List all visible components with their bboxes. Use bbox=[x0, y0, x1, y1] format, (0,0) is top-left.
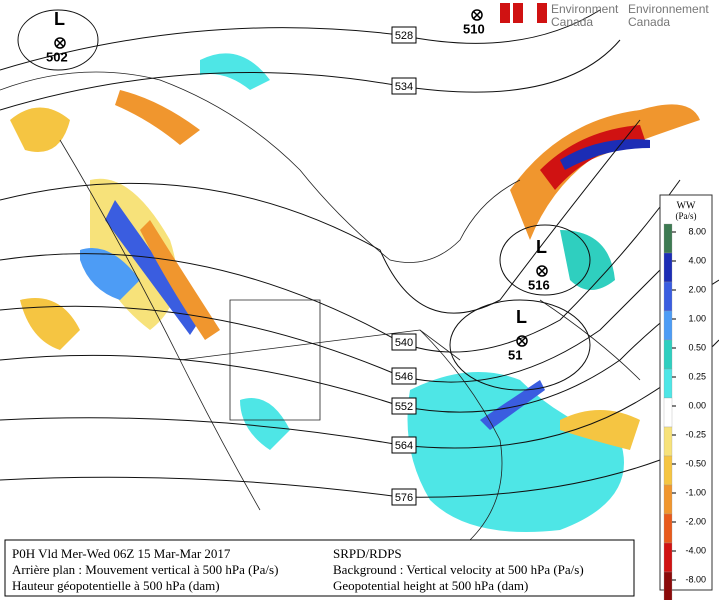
low-center-cross bbox=[517, 336, 527, 346]
legend-label: 0.25 bbox=[688, 371, 706, 381]
low-center bbox=[471, 9, 483, 21]
footer-text: Hauteur géopotentielle à 500 hPa (dam) bbox=[12, 578, 220, 593]
contour-label-box bbox=[391, 436, 417, 454]
contour-label-box bbox=[391, 397, 417, 415]
legend-label: 0.50 bbox=[688, 342, 706, 352]
legend-label: 0.00 bbox=[688, 400, 706, 410]
contour-label: 528 bbox=[395, 30, 413, 42]
footer-text: Background : Vertical velocity at 500 hP… bbox=[333, 562, 584, 577]
logo-text: Environment bbox=[551, 2, 619, 16]
legend: WW (Pa/s) 8.00 4.00 2.00 1.00 0.50 0.25 0.00 -0… bbox=[659, 194, 713, 600]
contour-label-box bbox=[391, 333, 417, 351]
low-label: 510 bbox=[463, 21, 485, 36]
logo-text: Canada bbox=[551, 15, 593, 29]
logo-text: Canada bbox=[628, 15, 670, 29]
low-symbol: L bbox=[471, 0, 482, 1]
legend-swatch bbox=[663, 397, 673, 428]
legend-swatch bbox=[663, 542, 673, 573]
low-label: 502 bbox=[46, 49, 68, 64]
contour-label: 564 bbox=[395, 440, 413, 452]
low-symbol: L bbox=[54, 9, 65, 29]
height-contours bbox=[0, 9, 719, 498]
legend-unit: (Pa/s) bbox=[676, 211, 697, 221]
footer-text: Arrière plan : Mouvement vertical à 500 … bbox=[12, 562, 278, 577]
legend-label: 2.00 bbox=[688, 284, 706, 294]
footer-text: P0H Vld Mer-Wed 06Z 15 Mar-Mar 2017 bbox=[12, 546, 231, 561]
contour-label-box bbox=[391, 26, 417, 44]
legend-label: -1.00 bbox=[685, 487, 706, 497]
legend-label: -8.00 bbox=[685, 574, 706, 584]
low-center-cross bbox=[472, 10, 482, 20]
legend-label: -4.00 bbox=[685, 545, 706, 555]
low-center bbox=[516, 335, 528, 347]
low-label: 51 bbox=[508, 347, 522, 362]
logo: Environment Canada Environnement Canada bbox=[500, 2, 709, 29]
footer: P0H Vld Mer-Wed 06Z 15 Mar-Mar 2017 Arri… bbox=[4, 539, 635, 597]
legend-swatch bbox=[663, 310, 673, 341]
legend-swatch bbox=[663, 281, 673, 312]
legend-label: -0.25 bbox=[685, 429, 706, 439]
legend-label: -0.50 bbox=[685, 458, 706, 468]
contour-label: 540 bbox=[395, 337, 413, 349]
low-center bbox=[536, 265, 548, 277]
legend-title: WW bbox=[677, 200, 696, 211]
contour-label: 546 bbox=[395, 371, 413, 383]
contour-label-box bbox=[391, 77, 417, 95]
contour-label: 534 bbox=[395, 81, 413, 93]
contour-label-box bbox=[391, 367, 417, 385]
legend-label: -2.00 bbox=[685, 516, 706, 526]
contour-label: 552 bbox=[395, 401, 413, 413]
logo-text: Environnement bbox=[628, 2, 709, 16]
legend-swatch bbox=[663, 252, 673, 283]
legend-swatch bbox=[663, 513, 673, 544]
low-label: 516 bbox=[528, 277, 550, 292]
footer-text: Geopotential height at 500 hPa (dam) bbox=[333, 578, 528, 593]
low-center bbox=[54, 37, 66, 49]
low-center-cross bbox=[537, 266, 547, 276]
legend-label: 1.00 bbox=[688, 313, 706, 323]
low-symbol: L bbox=[536, 237, 547, 257]
legend-swatch bbox=[663, 339, 673, 370]
low-center-cross bbox=[55, 38, 65, 48]
lows: L502L510L516L51 bbox=[46, 0, 550, 362]
contour-labels: 528 534 540 546 552 564 576 bbox=[391, 26, 417, 506]
legend-label: 4.00 bbox=[688, 255, 706, 265]
legend-swatch bbox=[663, 223, 673, 254]
low-symbol: L bbox=[516, 307, 527, 327]
footer-text: SRPD/RDPS bbox=[333, 546, 402, 561]
legend-swatch bbox=[663, 484, 673, 515]
legend-swatch bbox=[663, 368, 673, 399]
contour-label: 576 bbox=[395, 492, 413, 504]
legend-swatch bbox=[663, 455, 673, 486]
legend-label: 8.00 bbox=[688, 226, 706, 236]
footer-box bbox=[4, 539, 635, 597]
contour-label-box bbox=[391, 488, 417, 506]
legend-swatch bbox=[663, 426, 673, 457]
legend-swatch bbox=[663, 571, 673, 600]
